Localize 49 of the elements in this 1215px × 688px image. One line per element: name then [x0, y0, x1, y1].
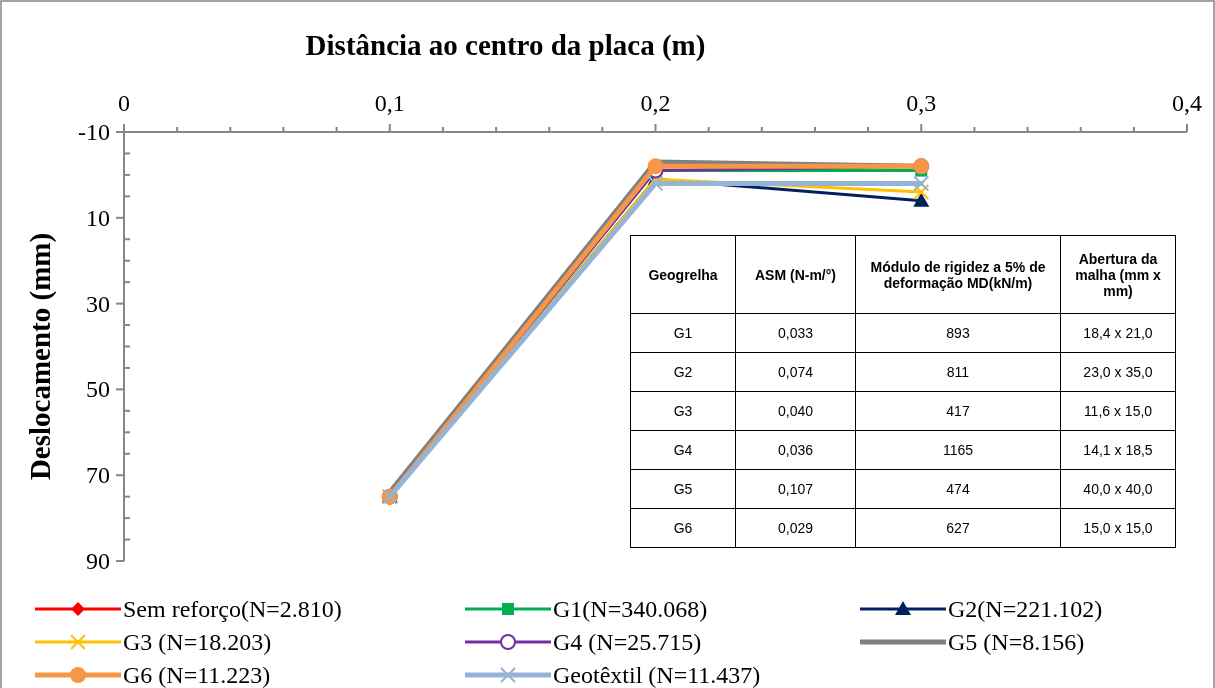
- legend-label: G3 (N=18.203): [123, 629, 272, 655]
- annotation: 474: [855, 469, 1061, 509]
- x-tick-label: 0,3: [906, 90, 937, 116]
- legend-label: G4 (N=25.715): [553, 629, 702, 655]
- y-tick-label: 90: [86, 548, 110, 574]
- x-tick-label: 0,1: [374, 90, 405, 116]
- annotation: Módulo de rigidez a 5% de deformação MD(kN/m): [855, 235, 1061, 314]
- legend-label: Sem reforço(N=2.810): [123, 596, 342, 622]
- y-axis-title: Deslocamento (mm): [24, 232, 57, 481]
- annotation: G2: [630, 352, 736, 392]
- annotation: G5: [630, 469, 736, 509]
- annotation: 0,036: [735, 430, 856, 470]
- annotation: 0,074: [735, 352, 856, 392]
- annotation: G1: [630, 313, 736, 353]
- legend-label: Geotêxtil (N=11.437): [553, 662, 761, 688]
- annotation: 11,6 x 15,0: [1060, 391, 1176, 431]
- legend-label: G5 (N=8.156): [948, 629, 1085, 655]
- annotation: G6: [630, 508, 736, 548]
- annotation: 0,107: [735, 469, 856, 509]
- annotation: 14,1 x 18,5: [1060, 430, 1176, 470]
- annotation: ASM (N-m/°): [735, 235, 856, 314]
- annotation: 1165: [855, 430, 1061, 470]
- annotation: Abertura da malha (mm x mm): [1060, 235, 1176, 314]
- annotation: 0,033: [735, 313, 856, 353]
- annotation: 811: [855, 352, 1061, 392]
- annotation: 627: [855, 508, 1061, 548]
- legend-label: G2(N=221.102): [948, 596, 1103, 622]
- annotation: 23,0 x 35,0: [1060, 352, 1176, 392]
- x-tick-label: 0,4: [1172, 90, 1202, 116]
- annotation: 0,040: [735, 391, 856, 431]
- annotation: 417: [855, 391, 1061, 431]
- x-tick-label: 0,2: [640, 90, 671, 116]
- annotation: G3: [630, 391, 736, 431]
- annotation: 893: [855, 313, 1061, 353]
- annotation: 40,0 x 40,0: [1060, 469, 1176, 509]
- legend-label: G6 (N=11.223): [123, 662, 271, 688]
- legend-label: G1(N=340.068): [553, 596, 708, 622]
- x-tick-label: 0: [118, 90, 130, 116]
- x-axis-title: Distância ao centro da placa (m): [305, 29, 706, 62]
- y-tick-label: 70: [86, 462, 110, 489]
- annotation: 18,4 x 21,0: [1060, 313, 1176, 353]
- annotation: 0,029: [735, 508, 856, 548]
- y-tick-label: -10: [78, 119, 110, 145]
- annotation: G4: [630, 430, 736, 470]
- annotation: 15,0 x 15,0: [1060, 508, 1176, 548]
- y-tick-label: 30: [86, 290, 110, 317]
- annotation: Geogrelha: [630, 235, 736, 314]
- y-tick-label: 50: [86, 376, 110, 403]
- y-tick-label: 10: [86, 204, 110, 231]
